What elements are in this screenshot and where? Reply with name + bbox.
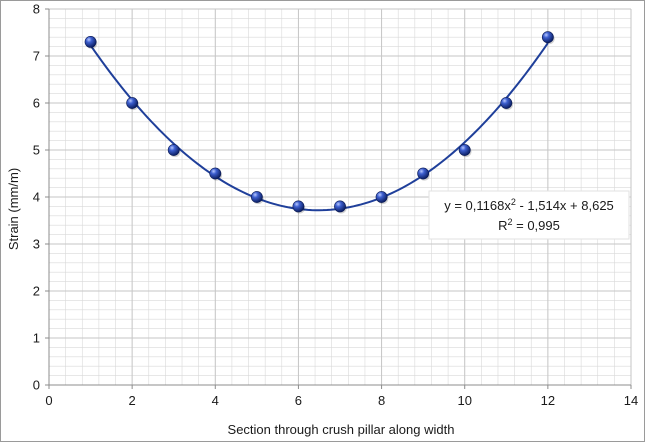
data-point — [458, 144, 471, 156]
x-tick-label: 0 — [45, 393, 52, 408]
x-tick-label: 10 — [457, 393, 471, 408]
data-point — [417, 167, 430, 180]
data-point — [541, 31, 554, 44]
x-tick-label: 4 — [212, 393, 219, 408]
y-tick-label: 1 — [33, 331, 40, 346]
x-tick-label: 14 — [624, 393, 638, 408]
data-point — [292, 200, 305, 213]
data-point — [375, 191, 388, 203]
y-tick-label: 7 — [33, 49, 40, 64]
trendline-curve — [89, 42, 549, 212]
y-tick-label: 4 — [33, 190, 40, 205]
x-tick-label: 6 — [295, 393, 302, 408]
x-tick-label: 12 — [541, 393, 555, 408]
y-tick-label: 0 — [33, 378, 40, 393]
y-tick-label: 6 — [33, 96, 40, 111]
data-point — [209, 167, 222, 180]
y-tick-label: 2 — [33, 284, 40, 299]
x-tick-label: 8 — [378, 393, 385, 408]
trendline-equation: y = 0,1168x2 - 1,514x + 8,625 — [444, 197, 614, 213]
y-tick-label: 3 — [33, 237, 40, 252]
y-tick-label: 8 — [33, 2, 40, 17]
data-point — [250, 191, 263, 203]
equation-box: y = 0,1168x2 - 1,514x + 8,625 R2 = 0,995 — [428, 190, 630, 240]
x-tick-label: 2 — [129, 393, 136, 408]
data-point — [126, 97, 139, 109]
data-points — [84, 31, 555, 214]
data-point — [500, 97, 513, 109]
y-axis-title: Strain (mm/m) — [6, 168, 21, 250]
y-tick-label: 5 — [33, 143, 40, 158]
data-point — [334, 200, 346, 213]
data-point — [167, 144, 180, 156]
data-point — [84, 36, 97, 48]
r-squared-label: R2 = 0,995 — [498, 217, 560, 233]
x-axis-title: Section through crush pillar along width — [228, 422, 455, 437]
